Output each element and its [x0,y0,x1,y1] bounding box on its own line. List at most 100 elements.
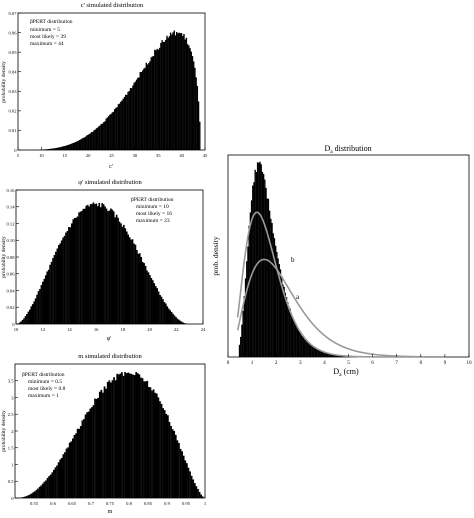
histogram-bar [122,98,124,150]
histogram-bar [60,240,63,324]
x-tick-label: 5 [17,153,20,158]
xlabel-subscript: a [339,372,342,378]
histogram-bar [184,39,186,150]
histogram-bar [300,333,302,357]
histogram-bar [149,387,152,498]
histogram-bar [165,39,167,150]
histogram-bar [87,411,90,498]
histogram-bar [159,294,161,324]
histogram-bar [315,349,318,357]
histogram-bar [34,298,37,324]
histogram-bar [145,62,147,150]
histogram-bar [132,85,134,150]
histogram-bar [186,44,189,150]
histogram-bar [282,284,284,357]
legend: βPERT distribution minimum = 5 most like… [30,19,73,47]
y-axis-label: probability density [1,61,7,103]
x-tick-label: 0.8 [126,501,132,506]
histogram-bar [60,457,63,498]
histogram-bar [24,316,27,324]
histogram-bar [48,148,50,150]
histogram-bar [125,373,128,498]
y-tick-label: 3.5 [8,379,14,384]
y-tick-label: 0.5 [8,479,14,484]
histogram-bar [165,303,167,324]
y-tick-label: 0.14 [6,205,15,210]
histogram-bar [281,275,283,357]
histogram-bars [238,161,355,357]
histogram-bar [56,147,59,150]
histogram-bar [82,208,85,324]
histogram-bar [262,173,265,357]
x-tick-label: 14 [67,327,72,332]
histogram-bar [169,310,171,324]
legend-line: most likely = 0.8 [28,386,66,392]
legend-line: βPERT distribution [30,19,73,25]
histogram-bar [117,374,120,498]
histogram-bar [114,109,116,150]
histogram-bar [53,148,55,150]
histogram-bar [320,351,323,357]
x-ticks: 5 10 15 20 25 30 35 40 45 [17,147,208,158]
x-tick-label: 12 [40,327,45,332]
x-tick-label: 18 [121,327,126,332]
histogram-bar [303,339,306,357]
histogram-bar [289,308,291,357]
histogram-bar [268,210,271,357]
y-axis-label: probability density [1,410,7,452]
y-tick-label: 0.05 [8,50,17,55]
histogram-bar [33,301,35,324]
histogram-bar [127,372,130,498]
x-tick-label: 10 [39,153,44,158]
histogram-bar [174,434,177,498]
histogram-bar [147,272,150,324]
x-tick-label: 0.75 [106,501,115,506]
histogram-bar [291,317,294,357]
histogram-bar [120,223,122,324]
histogram-bar [115,214,118,324]
histogram-bar [173,315,176,324]
x-tick-label: 30 [133,153,138,158]
histogram-bar [94,204,96,324]
x-tick-label: 0 [227,360,230,366]
x-ticks: 0.55 0.6 0.65 0.7 0.75 0.8 0.85 0.9 0.95 1 [30,495,207,506]
histogram-bar [88,134,90,150]
histogram-bar [182,322,185,324]
histogram-bar [59,243,62,324]
histogram-bar [290,313,293,357]
histogram-bar [39,288,41,324]
histogram-bar [104,206,106,324]
legend-line: βPERT distribution [131,197,174,203]
histogram-bar [176,318,179,324]
histogram-bar [37,291,40,324]
histogram-bar [334,354,336,357]
x-tick-label: 1 [251,360,254,366]
histogram-bar [160,296,163,324]
histogram-bar [272,233,274,357]
histogram-bar [37,488,39,498]
histogram-bar [171,429,174,498]
histogram-bar [196,85,199,150]
y-ticks: 0 0.02 0.04 0.06 0.08 0.10 0.12 0.14 0.16 [6,188,19,327]
histogram-bar [159,401,161,498]
histogram-bar [26,495,28,498]
histogram-bar [247,246,249,357]
histogram-bar [40,485,43,498]
histogram-bar [285,297,288,357]
histogram-bar [101,123,104,150]
histogram-bar [299,331,301,357]
histogram-bar [30,493,33,498]
histogram-bar [170,311,173,324]
legend-line: most likely = 39 [30,34,66,40]
histogram-bar [103,122,105,150]
histogram-bar [49,148,51,150]
histogram-bar [84,414,87,498]
histogram-bar [56,465,58,498]
histogram-bar [89,204,92,324]
histogram-bar [91,407,93,498]
histogram-bar [150,57,152,151]
histogram-bar [67,447,69,498]
histogram-bar [118,103,121,150]
histogram-bar [76,141,78,150]
